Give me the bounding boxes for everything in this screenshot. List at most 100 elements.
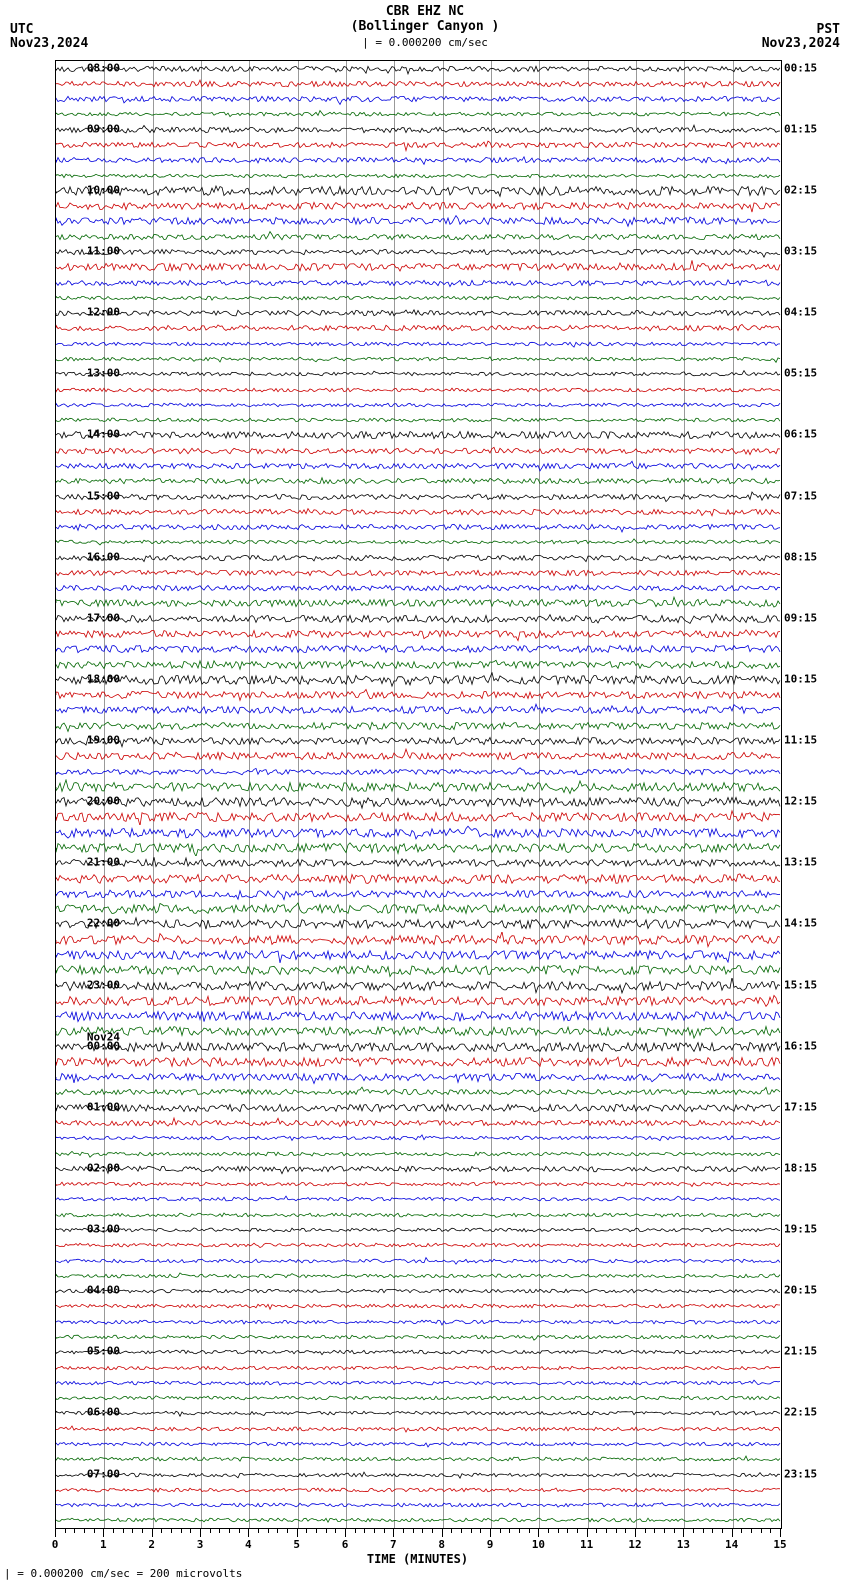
trace-line [56,198,781,214]
utc-hour-label: 02:00 [87,1161,120,1174]
pst-hour-label: 22:15 [784,1406,817,1419]
trace-line [56,366,781,382]
xtick-minor [113,1528,114,1533]
trace-line [56,1115,781,1131]
xtick-minor [277,1528,278,1533]
trace-line [56,1237,781,1253]
xtick-minor [770,1528,771,1533]
trace-line [56,580,781,596]
xtick-label: 10 [532,1538,545,1551]
trace-line [56,351,781,367]
trace-line [56,947,781,963]
xtick-major [297,1528,298,1537]
utc-hour-label: 11:00 [87,245,120,258]
trace-line [56,1084,781,1100]
trace-line [56,764,781,780]
trace-line [56,1421,781,1437]
xtick-label: 6 [342,1538,349,1551]
xtick-minor [432,1528,433,1533]
trace-line [56,1161,781,1177]
pst-hour-label: 05:15 [784,367,817,380]
trace-line [56,657,781,673]
xtick-minor [741,1528,742,1533]
utc-hour-label: 12:00 [87,306,120,319]
xtick-major [442,1528,443,1537]
pst-hour-label: 14:15 [784,917,817,930]
trace-line [56,1100,781,1116]
trace-line [56,534,781,550]
xtick-minor [210,1528,211,1533]
xtick-label: 14 [725,1538,738,1551]
utc-hour-label: 03:00 [87,1223,120,1236]
xtick-minor [606,1528,607,1533]
trace-line [56,595,781,611]
xtick-label: 2 [148,1538,155,1551]
trace-line [56,1375,781,1391]
utc-hour-label: 15:00 [87,489,120,502]
xtick-minor [703,1528,704,1533]
xtick-minor [645,1528,646,1533]
trace-line [56,871,781,887]
xtick-label: 15 [773,1538,786,1551]
x-axis-title: TIME (MINUTES) [367,1552,468,1566]
pst-hour-label: 08:15 [784,550,817,563]
trace-line [56,244,781,260]
trace-line [56,412,781,428]
xtick-minor [596,1528,597,1533]
trace-line [56,275,781,291]
trace-line [56,672,781,688]
pst-hour-label: 17:15 [784,1100,817,1113]
xtick-minor [74,1528,75,1533]
trace-line [56,1283,781,1299]
trace-line [56,382,781,398]
utc-hour-label: 09:00 [87,122,120,135]
xtick-label: 3 [197,1538,204,1551]
xtick-minor [509,1528,510,1533]
xtick-minor [616,1528,617,1533]
xtick-minor [548,1528,549,1533]
xtick-minor [471,1528,472,1533]
trace-line [56,1069,781,1085]
xtick-minor [722,1528,723,1533]
xtick-minor [413,1528,414,1533]
plot-area [55,60,782,1529]
xtick-minor [287,1528,288,1533]
tz-left: UTC [10,22,33,37]
xtick-major [732,1528,733,1537]
xtick-minor [84,1528,85,1533]
xtick-minor [123,1528,124,1533]
trace-line [56,168,781,184]
pst-hour-label: 07:15 [784,489,817,502]
trace-line [56,1360,781,1376]
trace-line [56,305,781,321]
pst-hour-label: 21:15 [784,1345,817,1358]
trace-line [56,1390,781,1406]
trace-line [56,1314,781,1330]
trace-line [56,1298,781,1314]
trace-line [56,1467,781,1483]
trace-line [56,290,781,306]
utc-hour-label: 06:00 [87,1406,120,1419]
pst-hour-label: 23:15 [784,1467,817,1480]
xtick-minor [364,1528,365,1533]
trace-line [56,504,781,520]
xtick-minor [181,1528,182,1533]
xtick-minor [65,1528,66,1533]
trace-line [56,978,781,994]
trace-line [56,106,781,122]
trace-line [56,397,781,413]
trace-line [56,1039,781,1055]
trace-line [56,183,781,199]
xtick-minor [751,1528,752,1533]
date-change-label: Nov24 [87,1030,120,1043]
xtick-minor [268,1528,269,1533]
trace-line [56,1512,781,1528]
trace-line [56,213,781,229]
pst-hour-label: 16:15 [784,1039,817,1052]
xtick-minor [335,1528,336,1533]
trace-line [56,718,781,734]
xtick-label: 4 [245,1538,252,1551]
xtick-minor [693,1528,694,1533]
xtick-minor [558,1528,559,1533]
utc-hour-label: 21:00 [87,856,120,869]
